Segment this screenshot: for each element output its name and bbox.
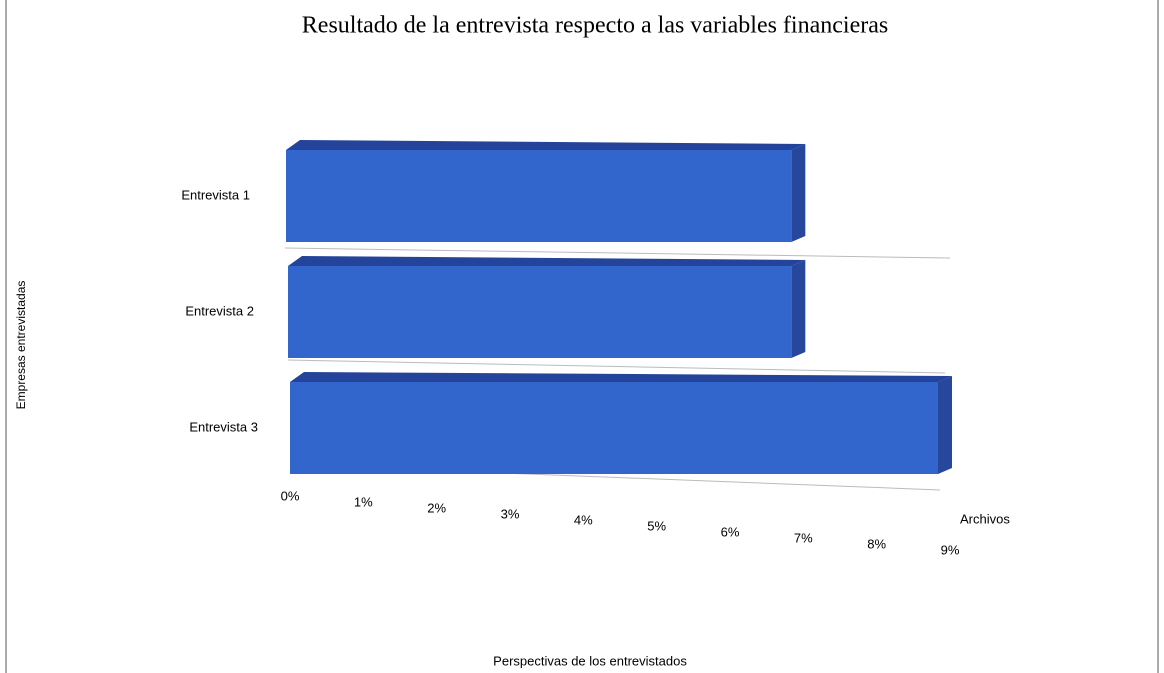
x-tick-label: 5% xyxy=(647,518,666,533)
bar xyxy=(288,266,792,358)
bar-side xyxy=(791,144,806,242)
y-axis-label: Empresas entrevistadas xyxy=(14,281,28,410)
y-tick-label: Entrevista 1 xyxy=(181,187,250,202)
x-tick-label: 8% xyxy=(867,536,886,551)
x-tick-label: 1% xyxy=(354,494,373,509)
x-tick-label: 4% xyxy=(574,512,593,527)
bar-top xyxy=(290,372,952,382)
x-tick-label: 6% xyxy=(721,524,740,539)
bar-side xyxy=(938,376,952,474)
bar xyxy=(290,382,938,474)
legend-label: Archivos xyxy=(960,511,1010,526)
x-axis-label: Perspectivas de los entrevistados xyxy=(493,653,687,668)
chart-title: Resultado de la entrevista respecto a la… xyxy=(302,13,888,39)
separator xyxy=(284,247,951,259)
bar xyxy=(286,150,792,242)
bar-top xyxy=(288,256,806,266)
separator xyxy=(287,359,946,374)
x-tick-label: 2% xyxy=(427,500,446,515)
bar-side xyxy=(791,260,806,358)
bar-top xyxy=(286,140,806,150)
x-tick-label: 0% xyxy=(281,488,300,503)
y-tick-label: Entrevista 3 xyxy=(189,419,258,434)
x-tick-label: 3% xyxy=(501,506,520,521)
x-tick-label: 9% xyxy=(941,542,960,557)
y-tick-label: Entrevista 2 xyxy=(185,303,254,318)
x-tick-label: 7% xyxy=(794,530,813,545)
